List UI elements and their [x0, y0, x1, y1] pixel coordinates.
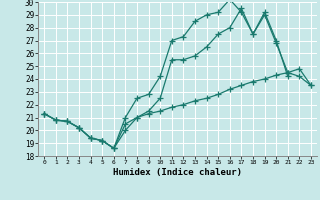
- X-axis label: Humidex (Indice chaleur): Humidex (Indice chaleur): [113, 168, 242, 177]
